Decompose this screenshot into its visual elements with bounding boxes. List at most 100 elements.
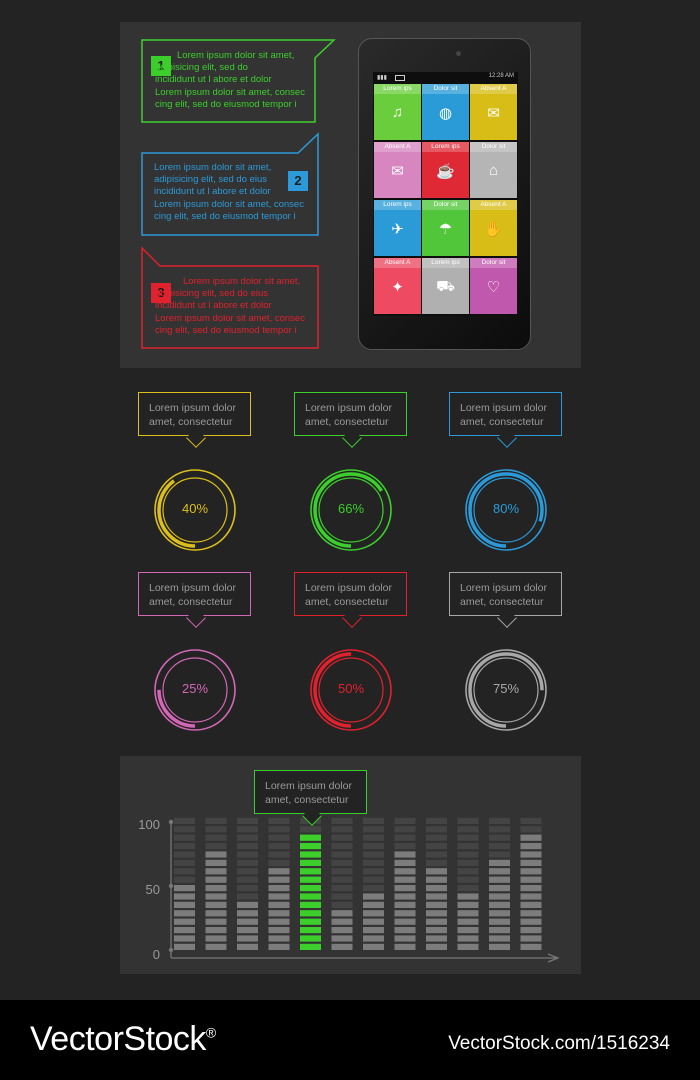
bar-segment bbox=[268, 893, 290, 900]
app-tile[interactable]: Absent A ✦ bbox=[374, 258, 421, 314]
gauge-callout: Lorem ipsum dolor amet, consectetur bbox=[449, 572, 562, 628]
progress-ring-graphic bbox=[465, 649, 547, 731]
bar-segment bbox=[457, 893, 479, 900]
bar-segment bbox=[520, 901, 542, 908]
bar-segment bbox=[363, 901, 384, 908]
bar-segment bbox=[520, 943, 542, 950]
gauge-callout-text: Lorem ipsum dolor amet, consectetur bbox=[149, 402, 236, 428]
bar-segment bbox=[489, 935, 510, 942]
bar-segment bbox=[300, 927, 321, 934]
bar-segment bbox=[520, 927, 542, 934]
bar-segment bbox=[394, 935, 416, 942]
app-tile-label: Absent A bbox=[374, 142, 421, 152]
tablet-device: ▮▮▮ 12:28 AM Lorem ips ♫ Dolor sit ◍ Absent … bbox=[358, 38, 531, 350]
progress-ring: 75% bbox=[464, 648, 548, 732]
bar-segment bbox=[300, 918, 321, 925]
bar-segment bbox=[363, 918, 384, 925]
image-id: VectorStock.com/1516234 bbox=[448, 1033, 670, 1054]
bar-segment bbox=[457, 910, 479, 917]
bar-segment bbox=[237, 910, 258, 917]
gauge-callout-text: Lorem ipsum dolor amet, consectetur bbox=[305, 582, 392, 608]
bar-segment bbox=[520, 876, 542, 883]
bar-segment bbox=[331, 817, 353, 824]
app-tile[interactable]: Absent A ✋ bbox=[470, 200, 517, 256]
bar-segment bbox=[426, 834, 447, 841]
app-tile[interactable]: Dolor sit ♡ bbox=[470, 258, 517, 314]
bar bbox=[457, 817, 479, 950]
bar-segment bbox=[457, 901, 479, 908]
bar-segment bbox=[331, 885, 353, 892]
bar-segment bbox=[300, 885, 321, 892]
gauge-callout-text: Lorem ipsum dolor amet, consectetur bbox=[460, 582, 547, 608]
bar-segment bbox=[237, 901, 258, 908]
app-tile-label: Lorem ips bbox=[422, 258, 469, 268]
bar-segment bbox=[426, 826, 447, 833]
app-tile[interactable]: Lorem ips ☕ bbox=[422, 142, 469, 198]
bar-segment bbox=[426, 901, 447, 908]
gauge-callout: Lorem ipsum dolor amet, consectetur bbox=[138, 572, 251, 628]
bar-segment bbox=[331, 876, 353, 883]
bubble-2-text: Lorem ipsum dolor sit amet, adipisicing … bbox=[154, 162, 304, 222]
progress-ring-fill bbox=[313, 472, 389, 548]
app-tile[interactable]: Absent A ✉ bbox=[470, 84, 517, 140]
progress-ring-fill bbox=[157, 472, 233, 548]
rocket-icon: ✈ bbox=[391, 221, 404, 238]
progress-ring: 80% bbox=[464, 468, 548, 552]
equalizer-chart bbox=[168, 817, 560, 963]
bubble-outlines bbox=[141, 39, 336, 349]
app-tile[interactable]: Absent A ✉ bbox=[374, 142, 421, 198]
app-tile[interactable]: Lorem ips ✈ bbox=[374, 200, 421, 256]
umbrella-icon: ☂ bbox=[438, 221, 453, 238]
gauge-callout-text: Lorem ipsum dolor amet, consectetur bbox=[305, 402, 392, 428]
bar-segment bbox=[174, 943, 195, 950]
bubble-2-number: 2 bbox=[288, 171, 308, 191]
bar-segment bbox=[268, 876, 290, 883]
gauge-callout-pointer bbox=[186, 608, 206, 628]
heart-icon: ♡ bbox=[486, 279, 501, 296]
bar-segment bbox=[489, 859, 510, 866]
bar-segment bbox=[394, 876, 416, 883]
progress-ring-outer bbox=[154, 649, 236, 731]
bar-segment bbox=[331, 851, 353, 858]
bar bbox=[205, 817, 227, 950]
app-tile-label: Lorem ips bbox=[374, 84, 421, 94]
bar-segment bbox=[426, 885, 447, 892]
app-tile[interactable]: Dolor sit ⌂ bbox=[470, 142, 517, 198]
bar-segment bbox=[300, 834, 321, 841]
bar-segment bbox=[268, 859, 290, 866]
bar-segment bbox=[174, 893, 195, 900]
bar-segment bbox=[489, 843, 510, 850]
bar-segment bbox=[237, 834, 258, 841]
app-tile[interactable]: Dolor sit ◍ bbox=[422, 84, 469, 140]
progress-ring-inner bbox=[162, 657, 228, 723]
progress-ring-fill bbox=[468, 652, 544, 728]
music-note-icon: ♫ bbox=[391, 104, 404, 121]
bar-segment bbox=[394, 859, 416, 866]
app-tile[interactable]: Lorem ips ♫ bbox=[374, 84, 421, 140]
bar-segment bbox=[205, 876, 227, 883]
gauge-callout: Lorem ipsum dolor amet, consectetur bbox=[294, 572, 407, 628]
signal-icon: ▮▮▮ bbox=[377, 75, 387, 81]
bar-segment bbox=[426, 935, 447, 942]
bar-segment bbox=[363, 893, 384, 900]
bar-segment bbox=[457, 876, 479, 883]
app-tile[interactable]: Lorem ips ⛟ bbox=[422, 258, 469, 314]
bar-segment bbox=[237, 826, 258, 833]
app-tile[interactable]: Dolor sit ☂ bbox=[422, 200, 469, 256]
bar-segment bbox=[174, 817, 195, 824]
bank-icon: ⌂ bbox=[488, 162, 499, 179]
bar-segment bbox=[205, 935, 227, 942]
bar-segment bbox=[331, 935, 353, 942]
progress-ring-fill bbox=[468, 472, 544, 548]
bar-segment bbox=[174, 885, 195, 892]
bar-segment bbox=[174, 826, 195, 833]
gauge-callout: Lorem ipsum dolor amet, consectetur bbox=[449, 392, 562, 448]
bubble-1-number: 1 bbox=[151, 56, 171, 76]
bar-segment bbox=[426, 910, 447, 917]
bar-segment bbox=[174, 843, 195, 850]
bar-segment bbox=[457, 851, 479, 858]
y-tick-dot bbox=[168, 947, 174, 953]
bar-segment bbox=[237, 943, 258, 950]
progress-ring: 66% bbox=[309, 468, 393, 552]
chat-bubble-icon: ✉ bbox=[391, 163, 404, 180]
